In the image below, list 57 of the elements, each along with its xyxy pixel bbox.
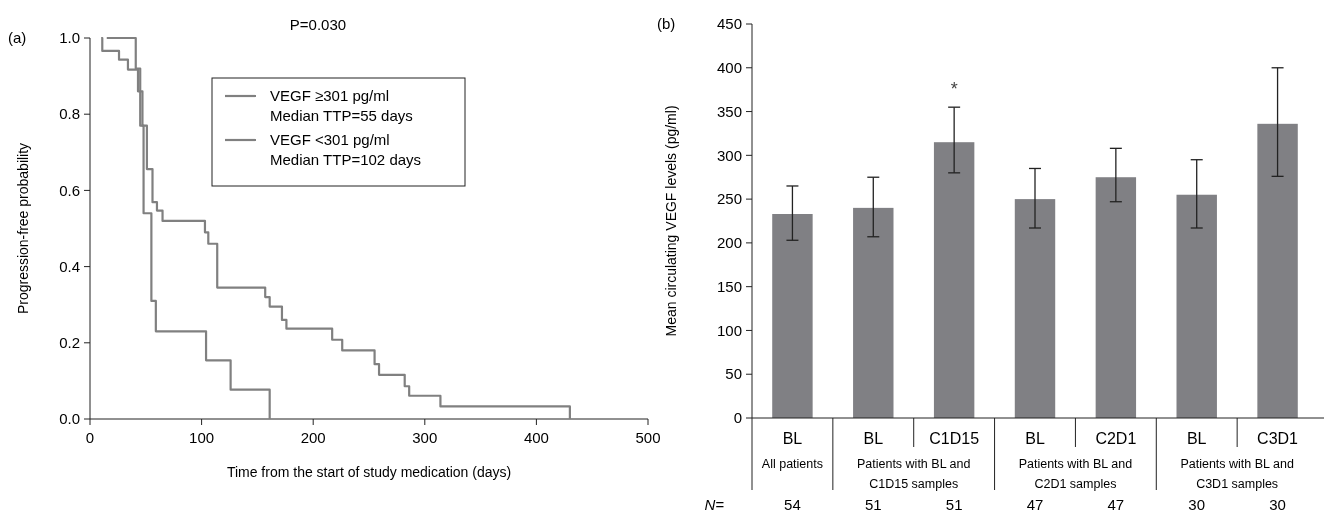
text: 47: [1107, 496, 1125, 513]
y-tick-label: 0.8: [59, 105, 80, 123]
chart-title: (a): [8, 29, 27, 47]
y-tick-label: 50: [725, 365, 742, 383]
x-axis-title: Time from the start of study medication (days): [226, 464, 512, 480]
text: 30: [1269, 496, 1286, 513]
y-axis-title: Mean circulating VEGF levels (pg/ml): [663, 105, 679, 337]
text: Patients with BL and C3D1 samples: [1180, 457, 1294, 491]
y-tick-label: 450: [716, 15, 742, 33]
y-axis-title: Progression-free probability: [15, 142, 31, 315]
bar: [853, 207, 894, 418]
legend-label: VEGF <301 pg/ml Median TTP=102 days: [270, 131, 422, 169]
bar: [1014, 199, 1056, 418]
y-tick-label: 0: [733, 409, 742, 427]
y-tick-label: 0.2: [59, 334, 80, 352]
text: 51: [864, 496, 882, 513]
x-tick-label: 500: [635, 429, 661, 446]
x-tick-label: 100: [189, 429, 215, 446]
y-tick-label: 350: [716, 102, 742, 120]
annotation: *: [950, 79, 958, 100]
y-tick-label: 300: [716, 146, 742, 164]
text: 30: [1188, 496, 1206, 513]
x-tick-label: BL: [1186, 430, 1207, 447]
bar: [772, 214, 813, 418]
x-tick-label: 0: [85, 429, 95, 446]
text: 47: [1026, 496, 1044, 513]
text: Patients with BL and C2D1 samples: [1018, 457, 1133, 491]
x-tick-label: 400: [523, 429, 549, 446]
bar: [1176, 194, 1217, 418]
x-tick-label: 200: [300, 429, 326, 446]
x-tick-label: C3D1: [1257, 430, 1299, 447]
y-tick-label: 1.0: [59, 29, 80, 47]
chart-title: (b): [657, 15, 676, 33]
bar: [1095, 177, 1137, 418]
legend-label: VEGF ≥301 pg/ml Median TTP=55 days: [270, 87, 413, 125]
x-tick-label: 300: [412, 429, 438, 446]
text: 54: [784, 496, 801, 513]
x-tick-label: C2D1: [1095, 430, 1137, 447]
x-tick-label: C1D15: [929, 430, 980, 447]
x-tick-label: BL: [782, 430, 803, 447]
y-tick-label: 100: [716, 321, 742, 339]
y-tick-label: 400: [716, 59, 742, 77]
text: All patients: [761, 457, 824, 471]
y-tick-label: 0.6: [59, 181, 80, 199]
text: 51: [945, 496, 963, 513]
bar: [1257, 123, 1298, 418]
y-tick-label: 0.4: [59, 257, 80, 275]
y-tick-label: 150: [716, 277, 742, 295]
text: Patients with BL and C1D15 samples: [856, 457, 971, 491]
text: N=: [704, 496, 725, 513]
x-tick-label: BL: [863, 430, 884, 447]
text: P=0.030: [289, 16, 347, 33]
y-tick-label: 200: [716, 234, 742, 252]
y-tick-label: 250: [716, 190, 742, 208]
x-tick-label: BL: [1025, 430, 1045, 447]
y-tick-label: 0.0: [59, 410, 80, 428]
bar: [933, 142, 975, 418]
